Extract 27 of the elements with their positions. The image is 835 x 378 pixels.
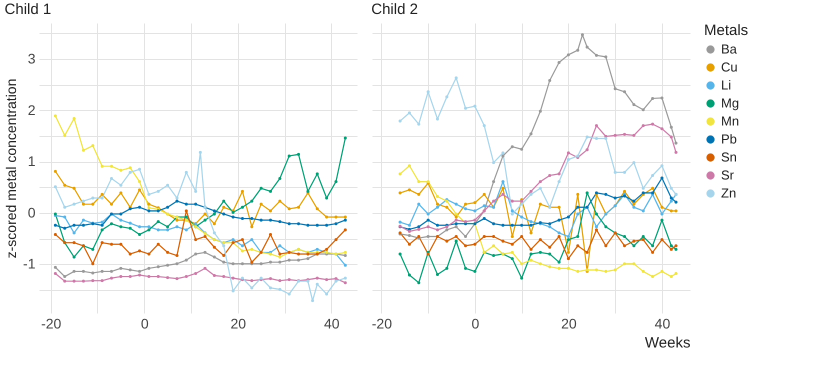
x-tick-label: 20 (561, 316, 577, 332)
legend-label: Pb (721, 132, 737, 146)
legend-label: Mg (721, 96, 740, 110)
y-tick-label: 0 (28, 204, 36, 220)
chart-title: Child 1 (4, 1, 52, 18)
legend-label: Zn (721, 186, 736, 200)
legend-label: Sr (721, 168, 735, 182)
legend-label: Mn (721, 114, 740, 128)
x-tick-label: 40 (324, 316, 340, 332)
x-axis-title: Weeks (644, 334, 690, 352)
y-axis-title: z-scored metal concentration (3, 78, 20, 258)
y-tick-label: 3 (28, 50, 36, 66)
y-tick-label: -1 (23, 256, 36, 272)
legend-label: Sn (721, 150, 737, 164)
x-tick-label: -20 (372, 316, 392, 332)
y-tick-label: 2 (28, 102, 36, 118)
x-tick-label: 0 (471, 316, 480, 332)
legend-title: Metals (704, 22, 748, 39)
legend-label: Li (721, 78, 732, 92)
x-tick-label: 20 (230, 316, 246, 332)
chart-title: Child 2 (371, 1, 418, 18)
x-tick-label: -20 (41, 316, 62, 332)
legend-label: Ba (721, 42, 738, 56)
x-tick-label: 40 (654, 316, 670, 332)
legend-label: Cu (721, 60, 738, 74)
y-tick-label: 1 (28, 153, 36, 170)
x-tick-label: 0 (140, 316, 149, 332)
